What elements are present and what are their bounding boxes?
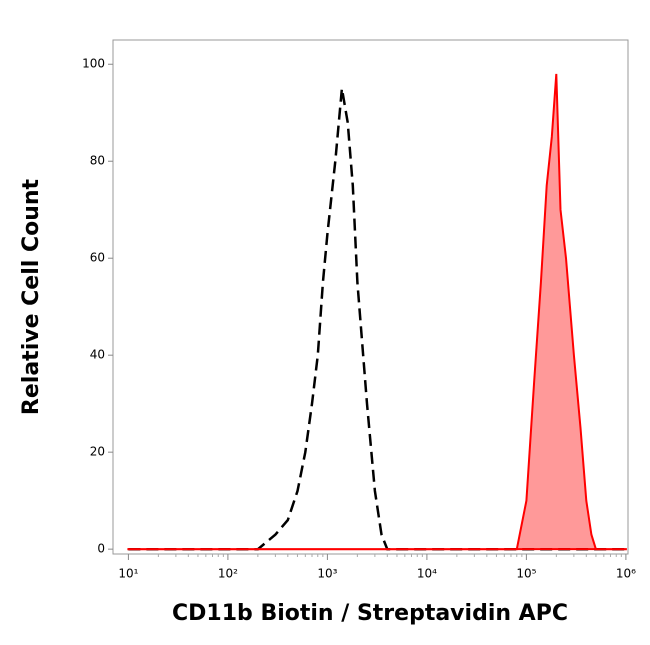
x-axis-title: CD11b Biotin / Streptavidin APC: [172, 601, 568, 626]
y-tick-label: 40: [90, 348, 105, 362]
y-axis-title: Relative Cell Count: [19, 178, 44, 415]
x-tick-label: 10⁴: [417, 567, 437, 581]
x-tick-label: 10⁵: [516, 567, 536, 581]
x-tick-label: 10¹: [118, 567, 138, 581]
y-tick-label: 0: [97, 542, 105, 556]
y-tick-label: 100: [82, 57, 105, 71]
x-tick-label: 10⁶: [616, 567, 636, 581]
y-tick-label: 60: [90, 251, 105, 265]
x-tick-label: 10²: [218, 567, 238, 581]
area-series: [127, 73, 627, 551]
plot-frame: [112, 39, 629, 555]
y-tick-label: 20: [90, 445, 105, 459]
y-tick-label: 80: [90, 154, 105, 168]
x-tick-label: 10³: [317, 567, 337, 581]
